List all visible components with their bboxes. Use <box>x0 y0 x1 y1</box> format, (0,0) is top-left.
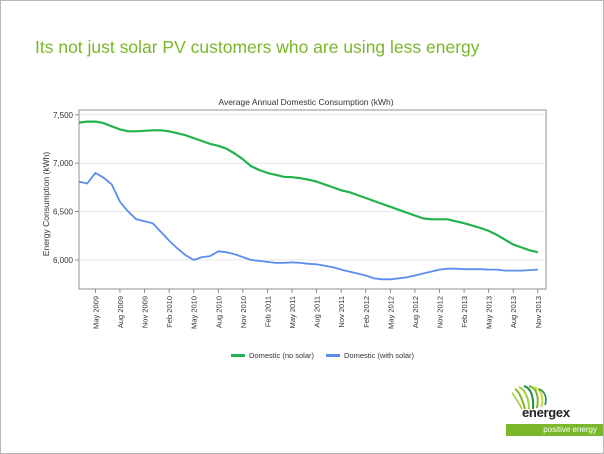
x-axis-ticks: May 2009 Aug 2009 Nov 2009 Feb 2010 May 2010… <box>91 289 543 329</box>
x-tick-label: May 2012 <box>386 296 395 329</box>
x-tick-label: May 2013 <box>485 296 494 329</box>
x-tick-label: Nov 2010 <box>239 296 248 328</box>
x-tick-label: Aug 2009 <box>116 296 125 328</box>
x-tick-label: Aug 2010 <box>214 296 223 328</box>
grid-lines <box>79 114 546 261</box>
y-tick-label: 6,500 <box>53 208 74 217</box>
x-tick-label: Nov 2013 <box>534 296 543 328</box>
legend-item-with-solar: Domestic (with solar) <box>326 351 414 360</box>
x-tick-label: Nov 2011 <box>337 296 346 328</box>
x-tick-label: Feb 2010 <box>165 296 174 328</box>
y-axis-ticks: 6,000 6,500 7,000 7,500 <box>53 111 79 265</box>
chart-title: Average Annual Domestic Consumption (kWh… <box>218 97 393 107</box>
y-axis-label: Energy Consumption (kWh) <box>41 152 51 257</box>
series-line-with-solar <box>78 171 538 281</box>
x-tick-label: Nov 2012 <box>435 296 444 328</box>
series-line-no-solar <box>78 120 539 254</box>
x-tick-label: May 2010 <box>190 296 199 329</box>
x-tick-label: May 2011 <box>288 296 297 328</box>
energex-logo-icon <box>511 385 547 410</box>
legend-item-no-solar: Domestic (no solar) <box>231 351 314 360</box>
x-tick-label: Aug 2012 <box>411 296 420 328</box>
brand-name: energex <box>522 405 570 420</box>
x-tick-label: Aug 2011 <box>313 296 322 328</box>
y-tick-label: 7,000 <box>53 159 74 168</box>
legend-swatch-with-solar <box>326 354 341 357</box>
x-tick-label: Nov 2009 <box>141 296 150 328</box>
y-tick-label: 7,500 <box>53 111 74 120</box>
plot-frame <box>78 109 547 290</box>
y-tick-label: 6,000 <box>53 256 74 265</box>
legend-label-with-solar: Domestic (with solar) <box>344 351 415 360</box>
legend: Domestic (no solar) Domestic (with solar… <box>231 351 414 360</box>
x-tick-label: May 2009 <box>91 296 100 329</box>
x-tick-label: Aug 2013 <box>509 296 518 328</box>
x-tick-label: Feb 2012 <box>362 296 371 328</box>
brand-bar: positive energy <box>506 424 603 436</box>
x-tick-label: Feb 2011 <box>263 296 272 327</box>
brand-tagline: positive energy <box>543 425 597 434</box>
legend-swatch-no-solar <box>231 354 245 357</box>
series-lines <box>78 120 539 281</box>
legend-label-no-solar: Domestic (no solar) <box>249 351 315 360</box>
x-tick-label: Feb 2013 <box>460 296 469 328</box>
slide-title: Its not just solar PV customers who are … <box>35 37 480 57</box>
